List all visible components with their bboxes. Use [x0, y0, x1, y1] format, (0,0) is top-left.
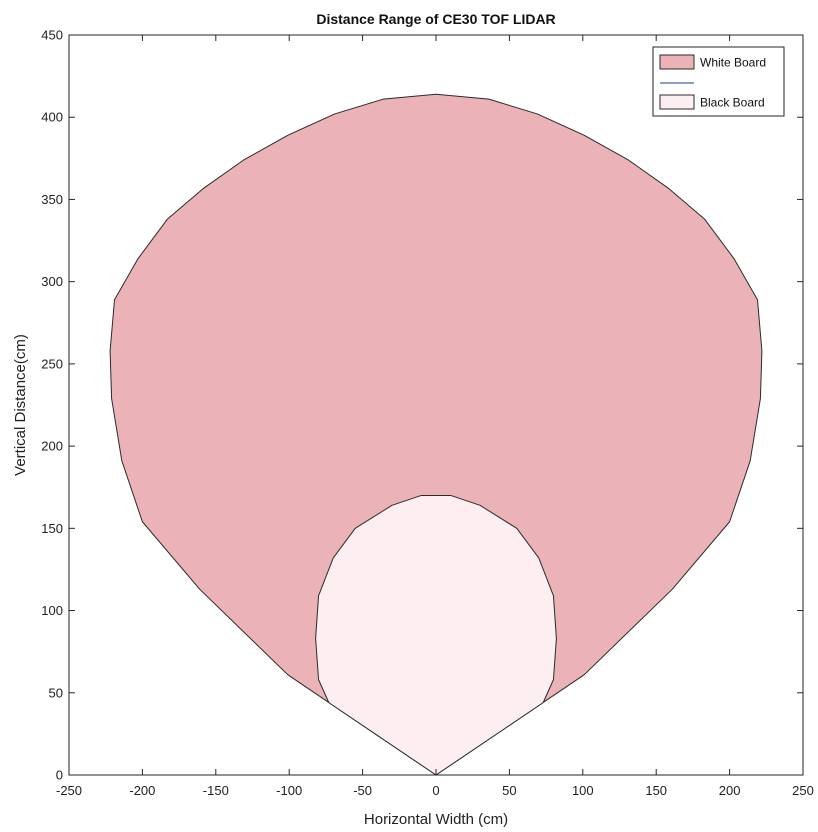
legend-swatch-white-board [659, 54, 695, 70]
legend-label-white-board: White Board [700, 56, 766, 70]
series-area-white-board [109, 93, 763, 776]
y-tick-label: 400 [41, 110, 63, 125]
chart-title: Distance Range of CE30 TOF LIDAR [316, 11, 555, 27]
y-tick-label: 150 [41, 521, 63, 536]
x-tick-label: -200 [129, 783, 155, 798]
x-axis-label: Horizontal Width (cm) [364, 811, 508, 828]
legend: White Board Black Board [652, 46, 785, 117]
x-tick-label: 250 [792, 783, 814, 798]
y-tick-label: 250 [41, 356, 63, 371]
x-tick-label: 150 [645, 783, 667, 798]
x-tick-label: -100 [276, 783, 302, 798]
y-axis-label: Vertical Distance(cm) [12, 334, 29, 476]
y-tick-label: 200 [41, 439, 63, 454]
y-tick-label: 0 [56, 768, 63, 783]
ticks-layer: -250 -200 -150 -100 -50 0 50 100 150 200 250 0 50 100… [41, 28, 814, 799]
y-tick-label: 100 [41, 603, 63, 618]
x-tick-label: 0 [432, 783, 439, 798]
y-tick-label: 50 [49, 685, 63, 700]
x-tick-label: -150 [203, 783, 229, 798]
legend-swatch-black-board [659, 94, 695, 110]
y-tick-label: 350 [41, 192, 63, 207]
x-tick-label: -50 [353, 783, 372, 798]
y-tick-label: 450 [41, 28, 63, 43]
legend-label-black-board: Black Board [700, 96, 765, 110]
labels-layer: Distance Range of CE30 TOF LIDAR Horizon… [12, 11, 556, 828]
x-tick-label: -250 [56, 783, 82, 798]
x-tick-label: 200 [719, 783, 741, 798]
x-tick-label: 100 [572, 783, 594, 798]
y-tick-label: 300 [41, 274, 63, 289]
plot-area [109, 93, 763, 776]
series-area-black-board [315, 494, 557, 776]
x-tick-label: 50 [502, 783, 516, 798]
